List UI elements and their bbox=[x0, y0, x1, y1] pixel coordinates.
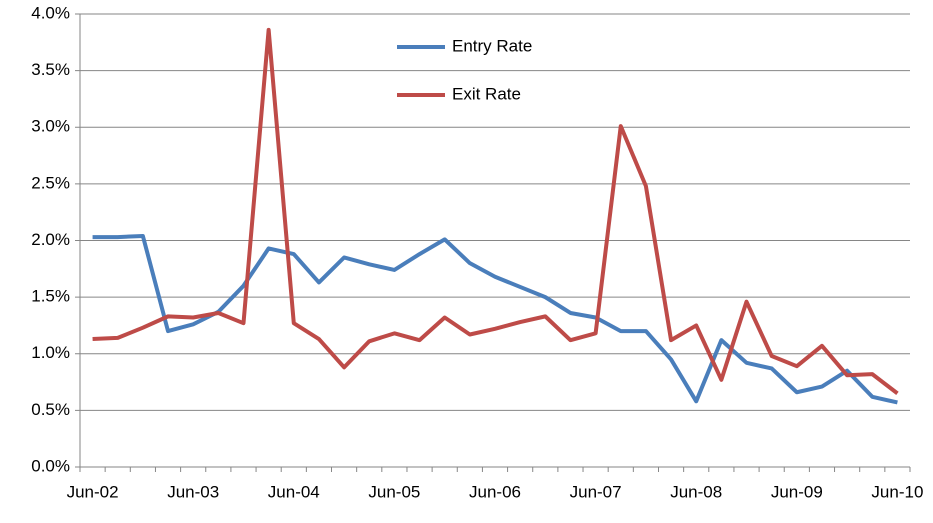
y-tick-label: 3.0% bbox=[31, 117, 70, 136]
x-tick-label: Jun-02 bbox=[67, 482, 119, 501]
x-tick-label: Jun-05 bbox=[368, 482, 420, 501]
y-tick-label: 4.0% bbox=[31, 3, 70, 22]
legend-label: Entry Rate bbox=[452, 36, 532, 55]
y-tick-label: 2.0% bbox=[31, 230, 70, 249]
x-tick-label: Jun-09 bbox=[771, 482, 823, 501]
y-tick-label: 1.0% bbox=[31, 343, 70, 362]
x-tick-label: Jun-10 bbox=[871, 482, 923, 501]
legend-label: Exit Rate bbox=[452, 84, 521, 103]
y-tick-label: 1.5% bbox=[31, 287, 70, 306]
y-tick-label: 3.5% bbox=[31, 60, 70, 79]
x-tick-label: Jun-04 bbox=[268, 482, 320, 501]
y-tick-label: 0.5% bbox=[31, 400, 70, 419]
x-tick-label: Jun-06 bbox=[469, 482, 521, 501]
line-series bbox=[92, 27, 899, 395]
x-tick-label: Jun-07 bbox=[570, 482, 622, 501]
x-tick-label: Jun-08 bbox=[670, 482, 722, 501]
x-tick-label: Jun-03 bbox=[167, 482, 219, 501]
y-tick-label: 2.5% bbox=[31, 173, 70, 192]
y-tick-label: 0.0% bbox=[31, 456, 70, 475]
line-series bbox=[92, 233, 898, 405]
